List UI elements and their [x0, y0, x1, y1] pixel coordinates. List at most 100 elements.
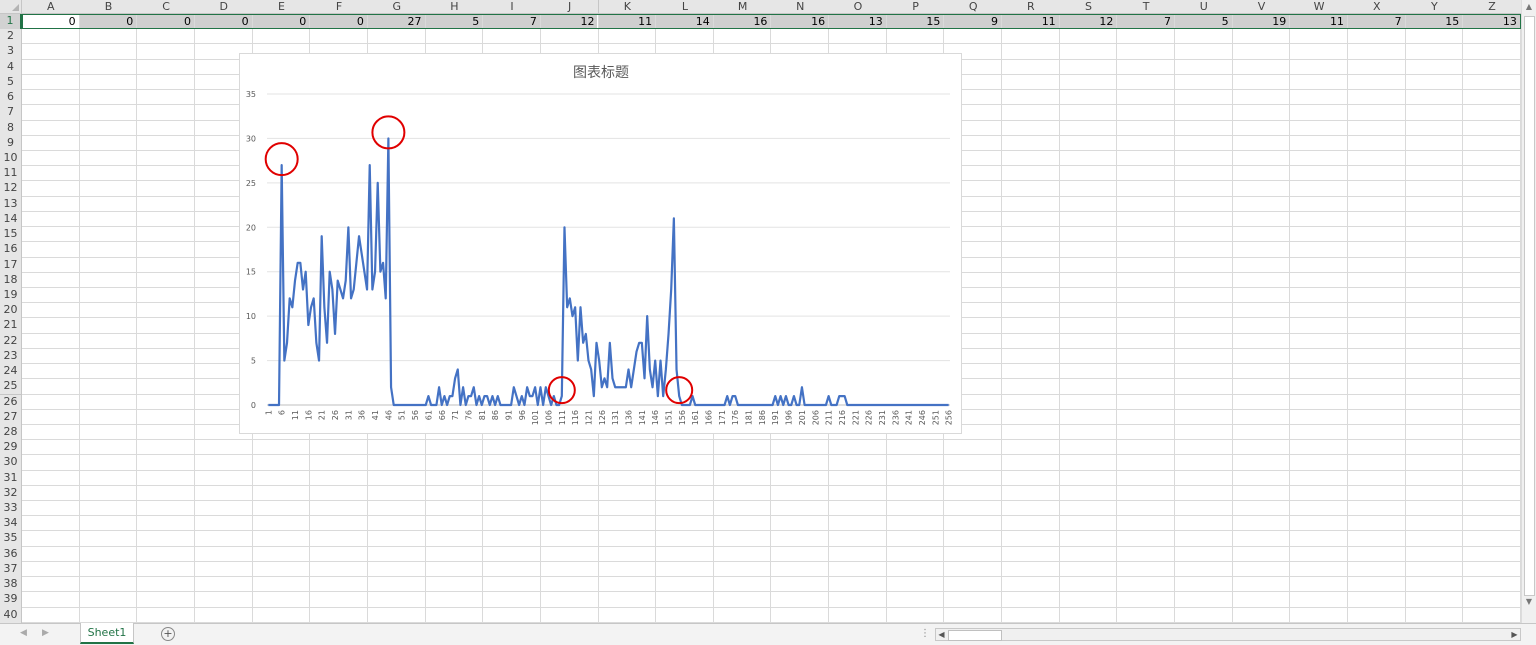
horizontal-scrollbar[interactable]: ◀ ▶ — [935, 628, 1521, 641]
cell-e1[interactable]: 0 — [252, 15, 310, 29]
cell-y1[interactable]: 15 — [1405, 15, 1463, 29]
select-all-corner[interactable] — [0, 0, 22, 14]
cell-q1[interactable]: 9 — [944, 15, 1002, 29]
column-header-l[interactable]: L — [656, 0, 715, 14]
column-header-d[interactable]: D — [194, 0, 254, 14]
vertical-scrollbar[interactable]: ▲ ▼ — [1521, 0, 1536, 623]
vertical-scroll-thumb[interactable] — [1524, 16, 1535, 596]
column-header-f[interactable]: F — [310, 0, 369, 14]
cell-p1[interactable]: 15 — [886, 15, 944, 29]
row-header-14[interactable]: 14 — [0, 211, 22, 229]
row-header-5[interactable]: 5 — [0, 74, 22, 92]
cell-a1[interactable]: 0 — [68, 15, 76, 28]
cell-h1[interactable]: 5 — [425, 15, 483, 29]
row-header-30[interactable]: 30 — [0, 455, 22, 472]
row-header-26[interactable]: 26 — [0, 394, 22, 411]
scroll-right-icon[interactable]: ▶ — [1511, 630, 1518, 639]
row-header-9[interactable]: 9 — [0, 135, 22, 152]
cell-v1[interactable]: 19 — [1232, 15, 1290, 29]
row-header-33[interactable]: 33 — [0, 501, 22, 518]
column-header-q[interactable]: Q — [944, 0, 1004, 14]
column-header-b[interactable]: B — [79, 0, 139, 14]
cell-j1[interactable]: 12 — [540, 15, 598, 29]
row-header-23[interactable]: 23 — [0, 348, 22, 366]
horizontal-scroll-thumb[interactable] — [948, 630, 1002, 641]
cell-x1[interactable]: 7 — [1347, 15, 1405, 29]
row-header-12[interactable]: 12 — [0, 181, 22, 198]
cell-r1[interactable]: 11 — [1002, 15, 1059, 29]
column-header-v[interactable]: V — [1232, 0, 1292, 14]
column-header-c[interactable]: C — [137, 0, 196, 14]
row-header-39[interactable]: 39 — [0, 592, 22, 609]
scroll-left-icon[interactable]: ◀ — [938, 630, 945, 639]
row-header-34[interactable]: 34 — [0, 516, 22, 533]
row-header-18[interactable]: 18 — [0, 272, 22, 289]
cell-f1[interactable]: 0 — [310, 15, 367, 29]
prev-sheet-icon[interactable]: ◀ — [20, 628, 27, 638]
column-header-o[interactable]: O — [829, 0, 888, 14]
column-header-s[interactable]: S — [1059, 0, 1119, 14]
row-header-21[interactable]: 21 — [0, 318, 22, 335]
row-header-4[interactable]: 4 — [0, 59, 22, 76]
cell-i1[interactable]: 7 — [483, 15, 540, 29]
row-header-7[interactable]: 7 — [0, 105, 22, 122]
cell-c1[interactable]: 0 — [137, 15, 194, 29]
row-header-20[interactable]: 20 — [0, 303, 22, 320]
column-header-y[interactable]: Y — [1405, 0, 1465, 14]
sheet-tab-sheet1[interactable]: Sheet1 — [80, 623, 134, 644]
column-header-g[interactable]: G — [367, 0, 427, 14]
column-header-j[interactable]: J — [540, 0, 600, 14]
column-header-a[interactable]: A — [22, 0, 81, 14]
row-header-11[interactable]: 11 — [0, 166, 22, 183]
column-header-r[interactable]: R — [1002, 0, 1061, 14]
cell-n1[interactable]: 16 — [771, 15, 829, 29]
tab-split-handle-icon[interactable]: ⋮ — [920, 628, 930, 639]
column-header-e[interactable]: E — [252, 0, 312, 14]
column-header-p[interactable]: P — [886, 0, 946, 14]
column-header-t[interactable]: T — [1117, 0, 1176, 14]
row-header-15[interactable]: 15 — [0, 227, 22, 244]
row-header-16[interactable]: 16 — [0, 242, 22, 259]
row-header-31[interactable]: 31 — [0, 470, 22, 487]
cell-t1[interactable]: 7 — [1117, 15, 1174, 29]
column-header-h[interactable]: H — [425, 0, 485, 14]
column-header-n[interactable]: N — [771, 0, 831, 14]
column-header-m[interactable]: M — [713, 0, 773, 14]
cell-b1[interactable]: 0 — [79, 15, 137, 29]
row-header-2[interactable]: 2 — [0, 29, 22, 46]
column-header-i[interactable]: I — [483, 0, 542, 14]
row-header-35[interactable]: 35 — [0, 531, 22, 548]
row-header-10[interactable]: 10 — [0, 150, 22, 168]
cell-u1[interactable]: 5 — [1175, 15, 1232, 29]
row-header-29[interactable]: 29 — [0, 440, 22, 457]
add-sheet-icon[interactable]: + — [161, 627, 175, 641]
column-header-w[interactable]: W — [1290, 0, 1349, 14]
column-header-u[interactable]: U — [1175, 0, 1234, 14]
row-header-6[interactable]: 6 — [0, 90, 22, 107]
column-header-x[interactable]: X — [1347, 0, 1407, 14]
row-header-13[interactable]: 13 — [0, 196, 22, 213]
row-header-36[interactable]: 36 — [0, 546, 22, 563]
column-header-k[interactable]: K — [598, 0, 658, 14]
next-sheet-icon[interactable]: ▶ — [42, 628, 49, 638]
row-header-3[interactable]: 3 — [0, 44, 22, 61]
cell-l1[interactable]: 14 — [656, 15, 713, 29]
row-header-8[interactable]: 8 — [0, 120, 22, 137]
row-header-32[interactable]: 32 — [0, 485, 22, 503]
row-header-1[interactable]: 1 — [0, 14, 22, 31]
cell-d1[interactable]: 0 — [194, 15, 252, 29]
row-header-24[interactable]: 24 — [0, 364, 22, 381]
scroll-up-icon[interactable]: ▲ — [1525, 2, 1533, 11]
row-header-28[interactable]: 28 — [0, 424, 22, 442]
cell-w1[interactable]: 11 — [1290, 15, 1347, 29]
row-header-22[interactable]: 22 — [0, 333, 22, 350]
cell-o1[interactable]: 13 — [829, 15, 886, 29]
row-header-40[interactable]: 40 — [0, 607, 22, 623]
row-header-17[interactable]: 17 — [0, 257, 22, 274]
column-header-z[interactable]: Z — [1463, 0, 1521, 14]
cell-z1[interactable]: 13 — [1463, 15, 1520, 29]
cell-g1[interactable]: 27 — [367, 15, 425, 29]
row-header-25[interactable]: 25 — [0, 379, 22, 396]
cell-m1[interactable]: 16 — [713, 15, 771, 29]
